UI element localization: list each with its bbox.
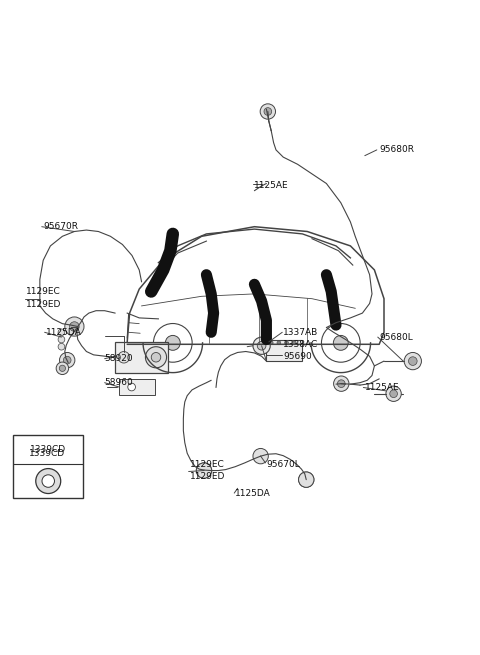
Circle shape <box>165 335 180 350</box>
Circle shape <box>196 463 212 478</box>
Text: 1125AE: 1125AE <box>365 383 399 392</box>
Text: 58920: 58920 <box>105 354 133 364</box>
Circle shape <box>299 472 314 487</box>
Circle shape <box>386 386 401 402</box>
Text: 1125AE: 1125AE <box>254 181 289 191</box>
Text: 1339CD: 1339CD <box>29 449 65 458</box>
Text: 95680R: 95680R <box>379 145 414 155</box>
Text: 1129ED: 1129ED <box>190 472 225 481</box>
Circle shape <box>196 463 212 478</box>
Text: 95670R: 95670R <box>43 222 78 231</box>
Circle shape <box>58 343 65 350</box>
Circle shape <box>145 346 167 368</box>
Circle shape <box>56 362 69 375</box>
Circle shape <box>42 475 54 487</box>
Circle shape <box>36 468 60 493</box>
Circle shape <box>408 357 417 365</box>
Circle shape <box>60 365 65 371</box>
Circle shape <box>404 352 421 369</box>
Text: 95680L: 95680L <box>379 333 413 342</box>
Text: 1129EC: 1129EC <box>190 460 224 469</box>
Text: 1339CD: 1339CD <box>30 445 66 454</box>
Bar <box>115 342 168 373</box>
Text: 1125DA: 1125DA <box>235 489 271 498</box>
Text: 1337AB: 1337AB <box>283 328 318 337</box>
Text: 58960: 58960 <box>105 378 133 387</box>
Circle shape <box>390 390 397 398</box>
Circle shape <box>253 337 270 354</box>
Text: 1129EC: 1129EC <box>26 287 61 296</box>
Bar <box>266 339 302 361</box>
Circle shape <box>337 380 345 388</box>
Circle shape <box>277 341 281 345</box>
Text: 95670L: 95670L <box>266 460 300 469</box>
Circle shape <box>285 341 288 345</box>
Circle shape <box>253 449 268 464</box>
Circle shape <box>151 352 161 362</box>
Circle shape <box>128 383 135 391</box>
Text: 95690: 95690 <box>283 352 312 361</box>
Circle shape <box>269 341 273 345</box>
Circle shape <box>65 317 84 336</box>
Circle shape <box>70 322 79 331</box>
Circle shape <box>58 329 65 335</box>
Circle shape <box>299 472 314 487</box>
Circle shape <box>200 467 208 474</box>
Circle shape <box>58 336 65 343</box>
Circle shape <box>333 335 348 350</box>
Text: 1338AC: 1338AC <box>283 340 318 349</box>
Text: 1125DA: 1125DA <box>46 328 81 337</box>
Circle shape <box>118 352 130 363</box>
Circle shape <box>257 341 266 350</box>
Circle shape <box>302 476 310 483</box>
Bar <box>119 379 155 395</box>
Circle shape <box>60 352 75 368</box>
Circle shape <box>260 104 276 119</box>
Circle shape <box>264 107 272 115</box>
Circle shape <box>292 341 296 345</box>
Text: 1129ED: 1129ED <box>26 300 62 309</box>
Bar <box>13 436 83 498</box>
Circle shape <box>63 356 71 364</box>
Circle shape <box>334 376 349 391</box>
